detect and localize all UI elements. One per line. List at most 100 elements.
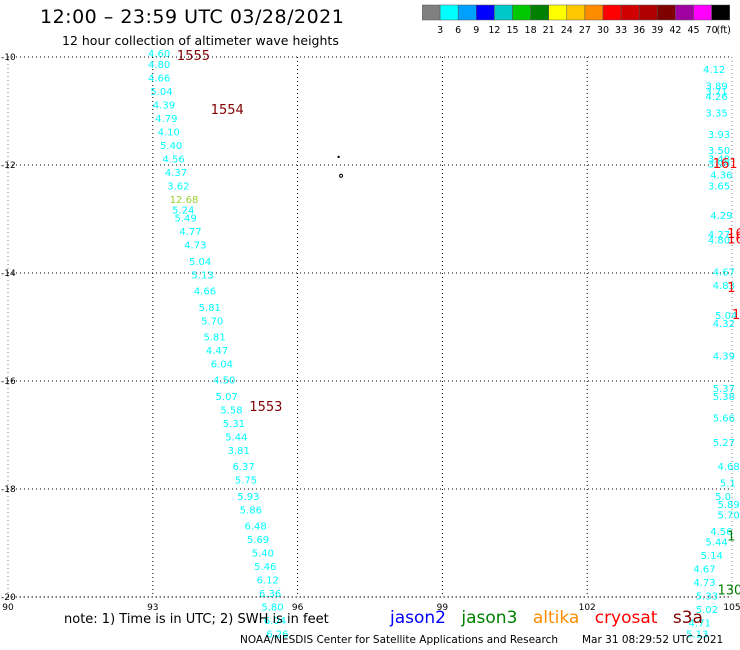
swh-value-label: 5.86 bbox=[240, 505, 262, 516]
swh-value-label: 3.50 bbox=[708, 146, 730, 157]
swh-value-label: 4.73 bbox=[693, 578, 715, 589]
swh-value-label: 6.12 bbox=[257, 576, 279, 587]
color-label: 27 bbox=[579, 25, 591, 36]
swh-value-label: 4.29 bbox=[710, 211, 732, 222]
swh-value-label: 4.26 bbox=[705, 92, 727, 103]
x-tick-label: 99 bbox=[437, 603, 449, 613]
swh-value-label: 5.04 bbox=[715, 311, 737, 322]
swh-value-label: 4.66 bbox=[194, 287, 216, 298]
y-tick-label: -10 bbox=[1, 53, 16, 63]
swh-value-label: 5.13 bbox=[191, 270, 213, 281]
track-time-label: 1555 bbox=[177, 49, 210, 64]
track-time-label: 1553 bbox=[249, 400, 282, 415]
swh-value-label: 4.36 bbox=[710, 171, 732, 182]
swh-value-label: 5.49 bbox=[175, 214, 197, 225]
x-tick-label: 105 bbox=[723, 603, 740, 613]
color-label: 6 bbox=[455, 25, 461, 36]
swh-value-label: 5.31 bbox=[223, 419, 245, 430]
x-tick-label: 93 bbox=[147, 603, 158, 613]
swh-value-label: 6.48 bbox=[245, 522, 267, 533]
swh-value-label: 5.81 bbox=[199, 303, 221, 314]
swh-value-label: 3.71 bbox=[705, 87, 727, 98]
swh-value-label: 5.02 bbox=[696, 605, 718, 616]
track-time-label: 130 bbox=[718, 584, 740, 599]
swh-value-label: 4.67 bbox=[693, 565, 715, 576]
track-time-label: 161 bbox=[713, 157, 738, 172]
satellite-legend: jason2 jason3 altika cryosat s3a bbox=[390, 608, 713, 628]
swh-value-label: 5.40 bbox=[160, 141, 182, 152]
swh-value-label: 5.70 bbox=[201, 316, 223, 327]
swh-value-label: 4.71 bbox=[689, 619, 711, 630]
swh-value-label: 6.26 bbox=[266, 630, 288, 641]
swh-value-label: 5.1 bbox=[720, 478, 736, 489]
swh-value-label: 4.80 bbox=[148, 60, 170, 71]
track-time-label: 1 bbox=[727, 281, 735, 296]
credit-text: NOAA/NESDIS Center for Satellite Applica… bbox=[240, 634, 558, 646]
swh-value-label: 4.77 bbox=[179, 227, 201, 238]
swh-value-label: 5.89 bbox=[718, 500, 740, 511]
swh-value-label: 3.89 bbox=[705, 81, 727, 92]
swh-value-label: 5.46 bbox=[254, 562, 276, 573]
swh-value-label: 5.04 bbox=[150, 87, 172, 98]
swh-value-label: 5.24 bbox=[172, 206, 194, 217]
y-tick-label: -14 bbox=[1, 269, 16, 279]
island-marker bbox=[337, 155, 340, 159]
track-time-label: 1554 bbox=[211, 103, 244, 118]
y-tick-label: -12 bbox=[1, 161, 16, 171]
swh-value-label: 5.04 bbox=[189, 257, 211, 268]
swh-value-label: 4.47 bbox=[206, 346, 228, 357]
swh-value-label: 5.58 bbox=[220, 405, 242, 416]
swh-value-label: 4.73 bbox=[184, 241, 206, 252]
satellite-jason2: jason2 bbox=[390, 608, 446, 628]
swh-value-label: 5.37 bbox=[713, 384, 735, 395]
color-label: 9 bbox=[473, 25, 479, 36]
color-label: 42 bbox=[669, 25, 681, 36]
swh-value-label: 4.39 bbox=[713, 351, 735, 362]
swh-value-label: 5.40 bbox=[252, 549, 274, 560]
swh-value-label: 6.04 bbox=[264, 616, 286, 627]
swh-value-label: 6.36 bbox=[259, 589, 281, 600]
swh-value-label: 4.79 bbox=[155, 114, 177, 125]
swh-value-label: 4.66 bbox=[148, 73, 170, 84]
swh-value-label: 3.48 bbox=[708, 154, 730, 165]
swh-value-label: 5.70 bbox=[718, 511, 740, 522]
chart-subtitle: 12 hour collection of altimeter wave hei… bbox=[62, 33, 339, 48]
color-label: 70 bbox=[706, 25, 718, 36]
swh-value-label: 4.80 bbox=[708, 235, 730, 246]
color-swatch bbox=[711, 4, 730, 21]
y-tick-label: -20 bbox=[1, 593, 16, 603]
track-time-label: 1 bbox=[732, 308, 740, 323]
swh-value-label: 5.38 bbox=[713, 392, 735, 403]
swh-value-label: 3.99 bbox=[708, 160, 730, 171]
swh-value-label: 4.67 bbox=[713, 268, 735, 279]
swh-value-label: 3.62 bbox=[167, 181, 189, 192]
x-tick-label: 96 bbox=[292, 603, 304, 613]
swh-value-label: 5.33 bbox=[696, 592, 718, 603]
swh-value-label: 4.60 bbox=[148, 49, 170, 60]
satellite-jason3: jason3 bbox=[461, 608, 518, 628]
color-label: 18 bbox=[525, 25, 537, 36]
swh-value-label: 3.35 bbox=[705, 108, 727, 119]
swh-value-label: 5.44 bbox=[705, 538, 727, 549]
swh-value-label: 3.65 bbox=[708, 181, 730, 192]
swh-value-label: 5.14 bbox=[701, 551, 723, 562]
color-label: 21 bbox=[543, 25, 555, 36]
satellite-altika: altika bbox=[532, 608, 580, 628]
swh-value-label: 6.04 bbox=[211, 360, 233, 371]
color-label: 45 bbox=[687, 25, 699, 36]
track-time-label: 1 bbox=[727, 530, 735, 545]
timestamp-text: Mar 31 08:29:52 UTC 2021 bbox=[582, 634, 724, 646]
swh-value-label: 5.0 bbox=[715, 492, 731, 503]
swh-value-label: 6.37 bbox=[232, 462, 254, 473]
swh-value-label: 5.66 bbox=[713, 414, 735, 425]
note-text: note: 1) Time is in UTC; 2) SWH is in fe… bbox=[64, 612, 329, 627]
color-label: 39 bbox=[651, 25, 663, 36]
swh-value-label: 4.56 bbox=[162, 154, 184, 165]
track-time-label: 16 bbox=[727, 227, 740, 242]
swh-value-label: 5.27 bbox=[713, 438, 735, 449]
swh-value-label: 4.39 bbox=[153, 100, 175, 111]
color-unit: (ft) bbox=[717, 25, 730, 36]
x-tick-label: 102 bbox=[579, 603, 596, 613]
swh-value-label: 4.10 bbox=[158, 127, 180, 138]
